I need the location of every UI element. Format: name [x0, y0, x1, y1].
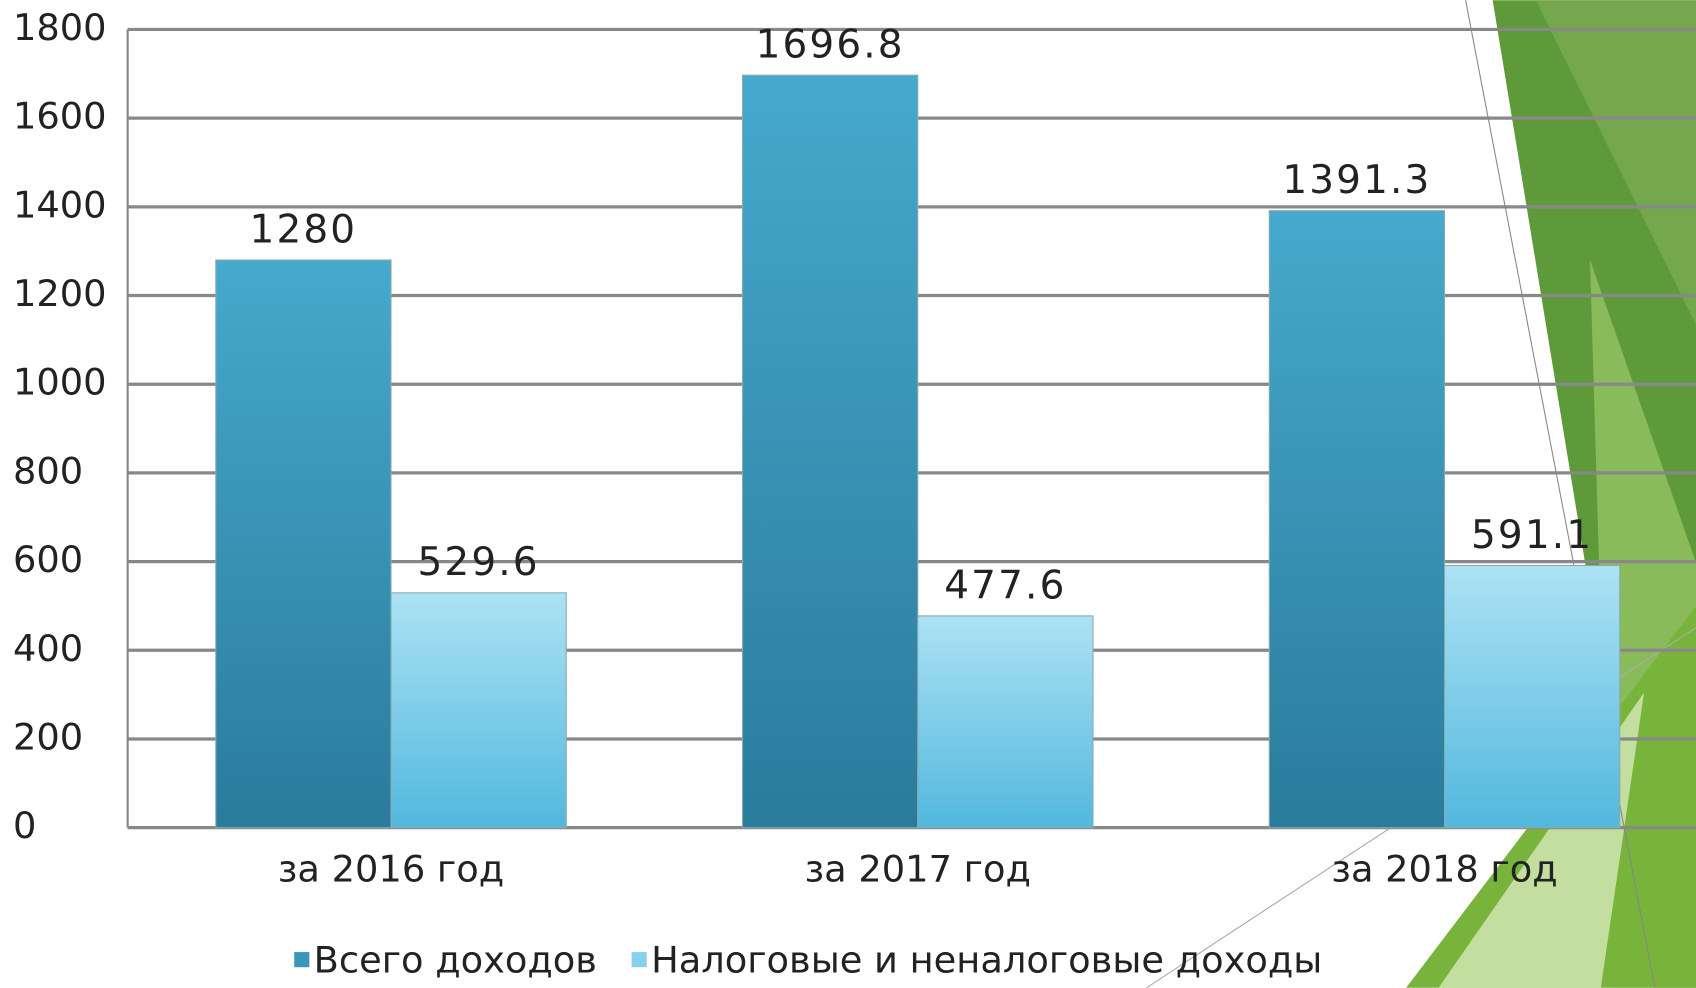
y-tick-label: 1600: [13, 95, 107, 138]
y-tick-label: 0: [13, 804, 36, 847]
value-label: 1696.8: [756, 23, 905, 68]
value-label: 529.6: [417, 540, 539, 585]
value-label: 477.6: [944, 563, 1066, 608]
legend-label: Всего доходов: [314, 938, 597, 981]
x-tick-label: за 2018 год: [1331, 847, 1557, 890]
y-tick-label: 800: [13, 449, 83, 492]
value-label: 1280: [250, 207, 358, 252]
value-label: 1391.3: [1282, 158, 1431, 203]
x-tick-label: за 2017 год: [805, 847, 1031, 890]
bar: [742, 74, 919, 829]
y-tick-label: 1000: [13, 361, 107, 404]
x-tick-label: за 2016 год: [278, 847, 504, 890]
y-tick-label: 200: [13, 715, 83, 758]
value-label: 591.1: [1471, 513, 1593, 558]
y-tick-label: 1200: [13, 272, 107, 315]
y-tick-label: 400: [13, 627, 83, 670]
legend-label: Налоговые и неналоговые доходы: [651, 938, 1322, 981]
bar: [1268, 210, 1446, 829]
bar: [1443, 565, 1621, 829]
legend-swatch: [631, 952, 647, 968]
legend-swatch: [294, 952, 310, 968]
bar: [390, 592, 567, 829]
y-tick-label: 1800: [13, 6, 107, 49]
y-tick-label: 600: [13, 538, 83, 581]
bar: [917, 615, 1094, 829]
bar: [215, 259, 392, 829]
y-tick-label: 1400: [13, 183, 107, 226]
